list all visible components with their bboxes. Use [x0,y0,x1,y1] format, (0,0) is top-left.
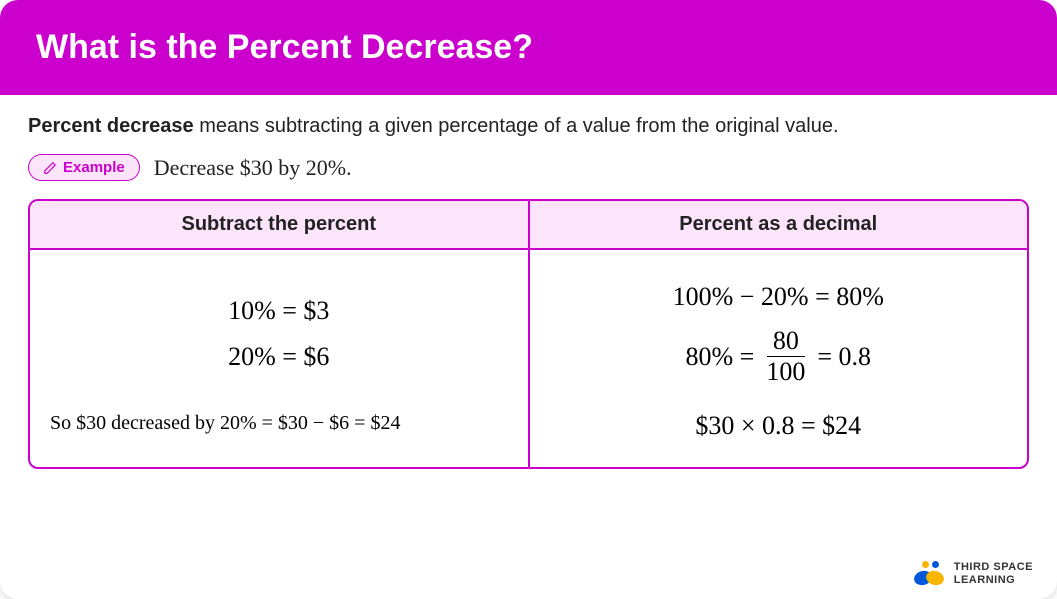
intro-rest: means subtracting a given percentage of … [194,115,839,137]
frac-den: 100 [760,357,811,385]
eq-left-2: 20% = $6 [228,342,329,372]
col-header-subtract: Subtract the percent [30,201,530,248]
logo-icon [912,561,946,587]
eq2-right: = 0.8 [817,342,871,372]
card-header: What is the Percent Decrease? [0,0,1057,95]
pencil-icon [43,161,57,175]
logo-line1: THIRD SPACE [954,561,1033,574]
fraction: 80 100 [760,328,811,385]
col-subtract: 10% = $3 20% = $6 So $30 decreased by 20… [30,250,530,467]
card-body: Percent decrease means subtracting a giv… [0,95,1057,469]
eq-right-1: 100% − 20% = 80% [673,282,884,312]
example-row: Example Decrease $30 by 20%. [28,154,1029,181]
logo-line2: LEARNING [954,574,1033,587]
table-body: 10% = $3 20% = $6 So $30 decreased by 20… [30,250,1027,467]
eq-left-1: 10% = $3 [228,296,329,326]
logo-text: THIRD SPACE LEARNING [954,561,1033,587]
conclusion-math: $30 decreased by 20% = $30 − $6 = $24 [76,412,400,434]
eq-left-conclusion: So $30 decreased by 20% = $30 − $6 = $24 [50,412,400,435]
eq-right-3: $30 × 0.8 = $24 [695,411,861,441]
methods-table: Subtract the percent Percent as a decima… [28,199,1029,469]
intro-bold: Percent decrease [28,115,194,137]
example-badge: Example [28,154,140,181]
lesson-card: What is the Percent Decrease? Percent de… [0,0,1057,599]
example-statement: Decrease $30 by 20%. [154,155,352,181]
frac-num: 80 [767,328,805,357]
eq-right-2: 80% = 80 100 = 0.8 [686,328,872,385]
page-title: What is the Percent Decrease? [36,28,533,66]
col-header-decimal: Percent as a decimal [530,201,1028,248]
intro-text: Percent decrease means subtracting a giv… [28,115,1029,138]
table-header-row: Subtract the percent Percent as a decima… [30,201,1027,250]
conclusion-prefix: So [50,412,76,434]
example-label: Example [63,159,125,176]
col-decimal: 100% − 20% = 80% 80% = 80 100 = 0.8 $30 … [530,250,1028,467]
eq2-left: 80% = [686,342,755,372]
brand-logo: THIRD SPACE LEARNING [912,561,1033,587]
